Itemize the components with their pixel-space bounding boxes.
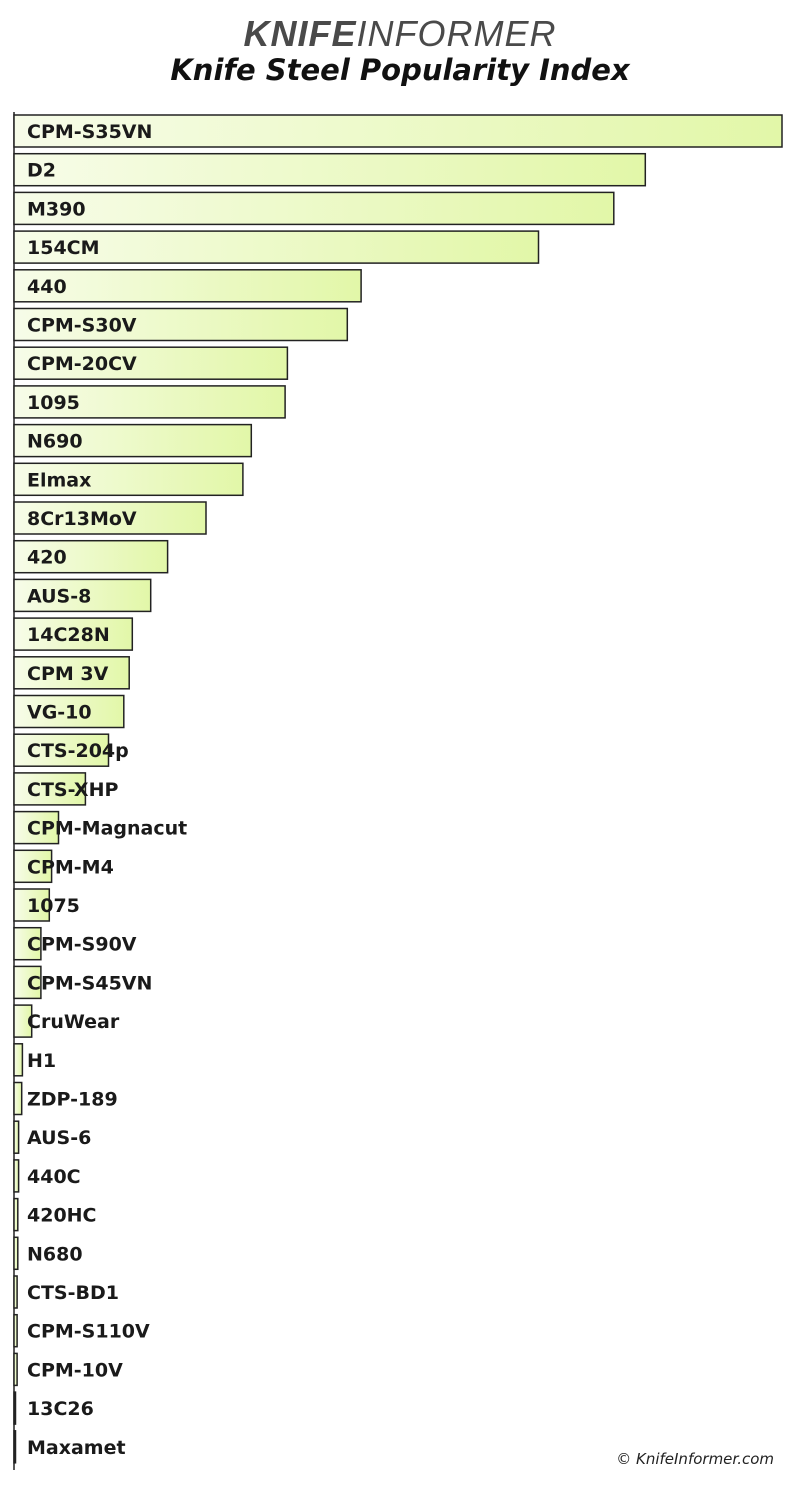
bar-label: N680 [27,1243,83,1265]
bar-154cm [13,230,540,264]
bar-label: N690 [27,431,83,453]
bar-cruwear [13,1004,33,1038]
bar-label: 1075 [27,895,80,917]
bar-label: ZDP-189 [27,1089,118,1111]
bar-label: Maxamet [27,1437,126,1459]
bar-n680 [13,1236,19,1271]
bar-label: CPM-20CV [27,353,137,375]
bar-label: CPM-S35VN [27,121,152,143]
bar-440c [13,1159,20,1193]
bar-label: CTS-BD1 [27,1282,119,1304]
bar-label: Elmax [27,469,91,491]
bar-label: 14C28N [27,624,110,646]
bar-1075 [13,888,51,922]
bar-1095 [13,385,286,419]
bar-label: D2 [27,160,56,182]
bar-vg-10 [13,694,125,729]
bar-label: CPM-S30V [27,315,137,337]
bar-label: CTS-204p [27,740,129,762]
bar-cpm-magnacut [13,810,60,845]
bar-cpm-s35vn [13,114,783,148]
bar-cts-204p [13,733,110,767]
bar-label: M390 [27,198,86,220]
bar-aus-6 [13,1120,20,1154]
bar-cpm-s30v [13,307,349,342]
bar-h1 [13,1043,24,1077]
bar-14c28n [13,617,134,651]
bar-label: H1 [27,1050,56,1072]
bar-label: CPM 3V [27,663,109,685]
bar-label: CPM-Magnacut [27,818,187,840]
category-labels: CPM-S35VN D2 M390 154CM 440 CPM-S30V CPM-20CV 1… [27,121,187,1459]
bar-cts-bd1 [13,1275,18,1309]
bar-label: AUS-6 [27,1127,91,1149]
bar-8cr13mov [13,501,207,535]
bar-label: 440C [27,1166,81,1188]
bar-label: 8Cr13MoV [27,508,137,530]
bar-label: CruWear [27,1011,120,1033]
bar-label: 1095 [27,392,80,414]
bar-cpm-m4 [13,849,53,884]
brand-logo-bold: KNIFE [243,13,357,54]
bar-cpm-20cv [13,346,289,380]
brand-logo: KNIFEINFORMER [0,14,800,54]
bar-label: 13C26 [27,1398,94,1420]
bar-label: CPM-S90V [27,934,137,956]
bar-maxamet [13,1430,17,1464]
bar-440 [13,269,362,303]
bar-label: 420HC [27,1205,97,1227]
bar-aus-8 [13,578,152,613]
bar-label: 440 [27,276,67,298]
bar-cpm-s90v [13,926,42,961]
bar-cpm-10v [13,1352,18,1387]
bar-cpm-s45vn [13,965,42,1000]
brand-logo-light: INFORMER [356,13,557,54]
bar-420hc [13,1197,19,1232]
bar-label: 154CM [27,237,100,259]
bar-label: CTS-XHP [27,779,118,801]
bar-elmax [13,462,244,497]
bar-n690 [13,423,253,458]
bar-label: CPM-10V [27,1359,123,1381]
bar-cts-xhp [13,772,87,806]
bar-13c26 [13,1391,17,1425]
bar-m390 [13,191,615,226]
bar-cpm-s110v [13,1313,18,1348]
chart-title: Knife Steel Popularity Index [170,53,630,87]
bar-label: CPM-M4 [27,856,114,878]
bar-420 [13,539,169,574]
bar-label: 420 [27,547,67,569]
copyright-credit: © KnifeInformer.com [616,1450,774,1468]
bar-label: CPM-S45VN [27,972,152,994]
bar-label: AUS-8 [27,585,91,607]
bar-cpm-3v [13,656,130,690]
bar-zdp-189 [13,1081,23,1116]
bar-series [13,114,783,1464]
bar-label: CPM-S110V [27,1321,150,1343]
bar-d2 [13,152,647,187]
bar-label: VG-10 [27,702,92,724]
